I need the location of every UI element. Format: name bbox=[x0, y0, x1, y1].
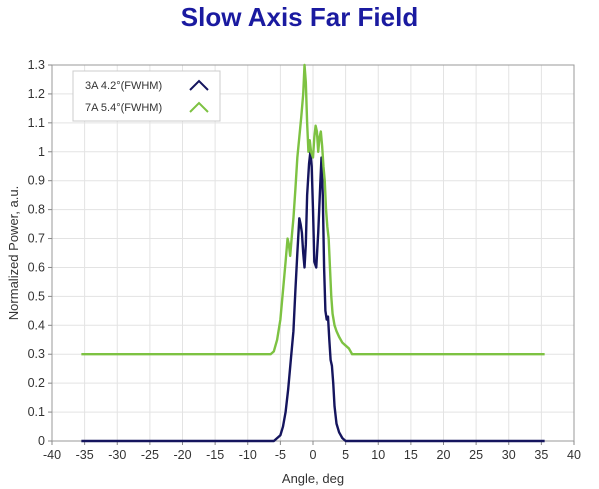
x-tick-label: 25 bbox=[469, 448, 483, 462]
y-tick-label: 0.3 bbox=[28, 347, 45, 361]
y-tick-label: 1.3 bbox=[28, 58, 45, 72]
x-tick-label: 15 bbox=[404, 448, 418, 462]
y-tick-label: 1.1 bbox=[28, 116, 45, 130]
legend-swatch-1 bbox=[189, 79, 209, 91]
x-tick-label: 10 bbox=[371, 448, 385, 462]
x-tick-label: 0 bbox=[310, 448, 317, 462]
x-tick-label: -15 bbox=[206, 448, 224, 462]
x-tick-label: -5 bbox=[275, 448, 286, 462]
legend-label-2: 7A 5.4°(FWHM) bbox=[85, 102, 162, 114]
y-tick-label: 0.7 bbox=[28, 232, 45, 246]
x-tick-label: 20 bbox=[437, 448, 451, 462]
y-tick-label: 0.2 bbox=[28, 376, 45, 390]
series-line-1 bbox=[81, 150, 545, 443]
x-tick-label: 40 bbox=[567, 448, 581, 462]
y-tick-label: 1.2 bbox=[28, 87, 45, 101]
chart-title: Slow Axis Far Field bbox=[180, 2, 419, 32]
y-tick-label: 0.6 bbox=[28, 260, 45, 274]
y-tick-label: 0 bbox=[38, 434, 45, 448]
x-tick-label: -10 bbox=[239, 448, 257, 462]
legend: 3A 4.2°(FWHM) 7A 5.4°(FWHM) bbox=[72, 70, 221, 122]
y-tick-label: 0.1 bbox=[28, 405, 45, 419]
x-tick-label: 35 bbox=[534, 448, 548, 462]
y-tick-label: 1 bbox=[38, 145, 45, 159]
x-tick-label: -35 bbox=[76, 448, 94, 462]
y-tick-label: 0.4 bbox=[28, 318, 45, 332]
x-tick-label: -40 bbox=[43, 448, 61, 462]
x-tick-label: -20 bbox=[173, 448, 191, 462]
legend-box bbox=[72, 70, 221, 122]
x-axis-label: Angle, deg bbox=[282, 471, 344, 486]
x-tick-label: -25 bbox=[141, 448, 159, 462]
axis-ticks: -40 -35 -30 -25 -20 -15 -10 -5 0 5 10 15 20 25 30 35 400… bbox=[28, 58, 581, 462]
series-lines bbox=[81, 63, 545, 443]
x-tick-label: 30 bbox=[502, 448, 516, 462]
y-tick-label: 0.5 bbox=[28, 289, 45, 303]
x-tick-label: -30 bbox=[108, 448, 126, 462]
y-tick-label: 0.9 bbox=[28, 174, 45, 188]
legend-label-1: 3A 4.2°(FWHM) bbox=[85, 80, 162, 92]
y-tick-label: 0.8 bbox=[28, 203, 45, 217]
series-line-2 bbox=[81, 63, 545, 356]
x-tick-label: 5 bbox=[342, 448, 349, 462]
legend-swatch-2 bbox=[189, 101, 209, 113]
y-axis-label: Normalized Power, a.u. bbox=[6, 186, 21, 320]
